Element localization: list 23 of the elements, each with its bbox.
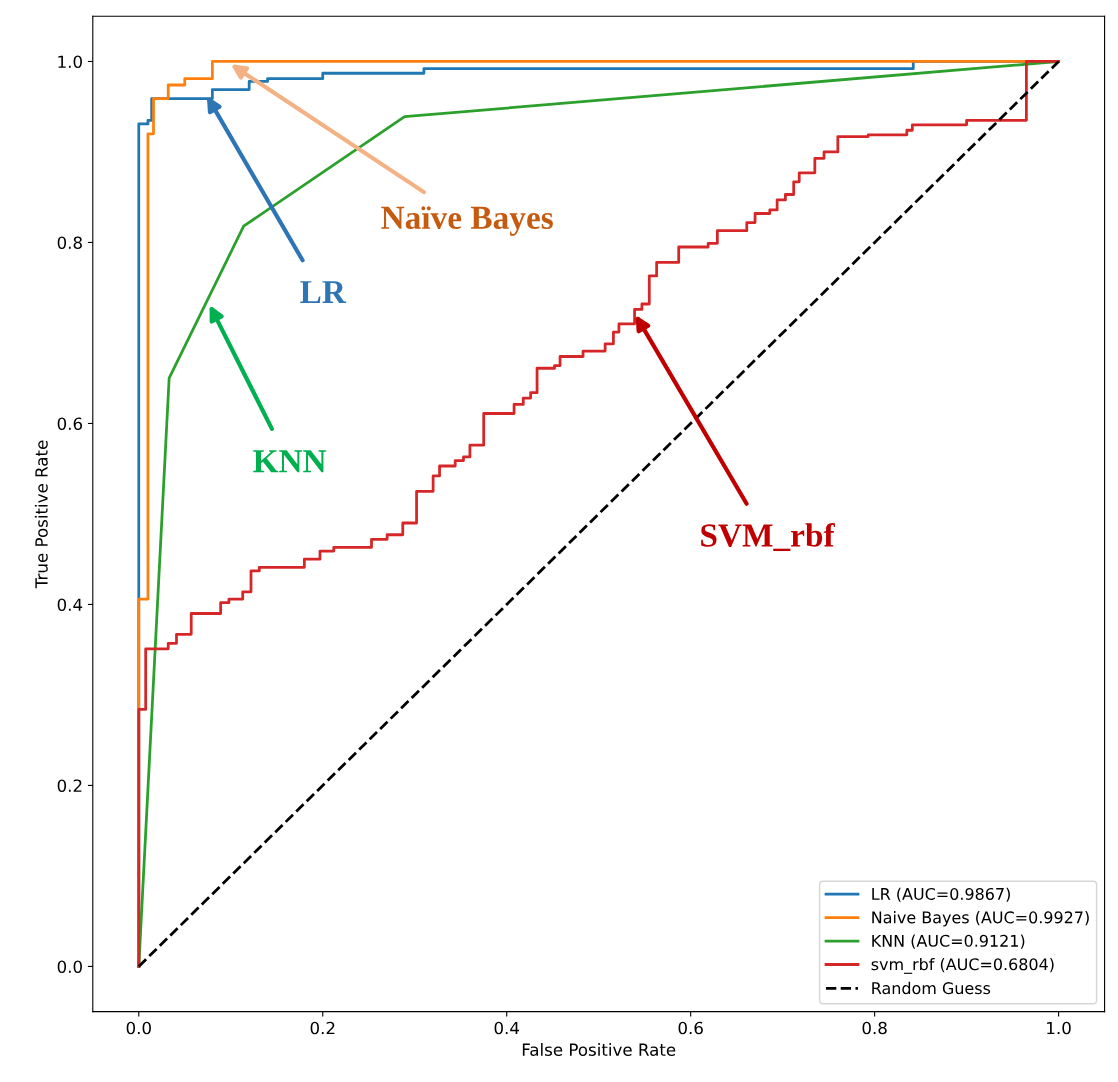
x-tick-label: 0.0 bbox=[126, 1021, 151, 1035]
legend-label: LR (AUC=0.9867) bbox=[872, 887, 1010, 902]
y-axis-title: True Positive Rate bbox=[34, 440, 48, 589]
y-tick-label: 0.2 bbox=[57, 779, 82, 792]
x-tick-label: 0.6 bbox=[678, 1021, 703, 1035]
legend-label: svm_rbf (AUC=0.6804) bbox=[871, 957, 1054, 974]
y-tick-label: 0.6 bbox=[57, 417, 83, 431]
y-tick-label: 1.0 bbox=[58, 55, 82, 69]
y-tick-label: 0.0 bbox=[57, 960, 82, 973]
y-tick-label: 0.4 bbox=[57, 598, 83, 612]
legend-label: KNN (AUC=0.9121) bbox=[872, 934, 1025, 949]
x-tick-label: 0.8 bbox=[862, 1021, 887, 1035]
annotation: LR bbox=[300, 281, 347, 303]
x-tick-label: 0.2 bbox=[310, 1021, 335, 1035]
legend-label: Random Guess bbox=[872, 981, 991, 995]
x-tick-label: 1.0 bbox=[1047, 1021, 1071, 1035]
annotation: Naïve Bayes bbox=[381, 206, 553, 236]
annotation: SVM_rbf bbox=[701, 522, 835, 552]
legend-label: Naive Bayes (AUC=0.9927) bbox=[872, 911, 1089, 927]
x-tick-label: 0.4 bbox=[494, 1021, 520, 1035]
x-axis-title: False Positive Rate bbox=[522, 1043, 676, 1056]
y-tick-label: 0.8 bbox=[57, 236, 82, 250]
annotation: KNN bbox=[253, 450, 327, 473]
